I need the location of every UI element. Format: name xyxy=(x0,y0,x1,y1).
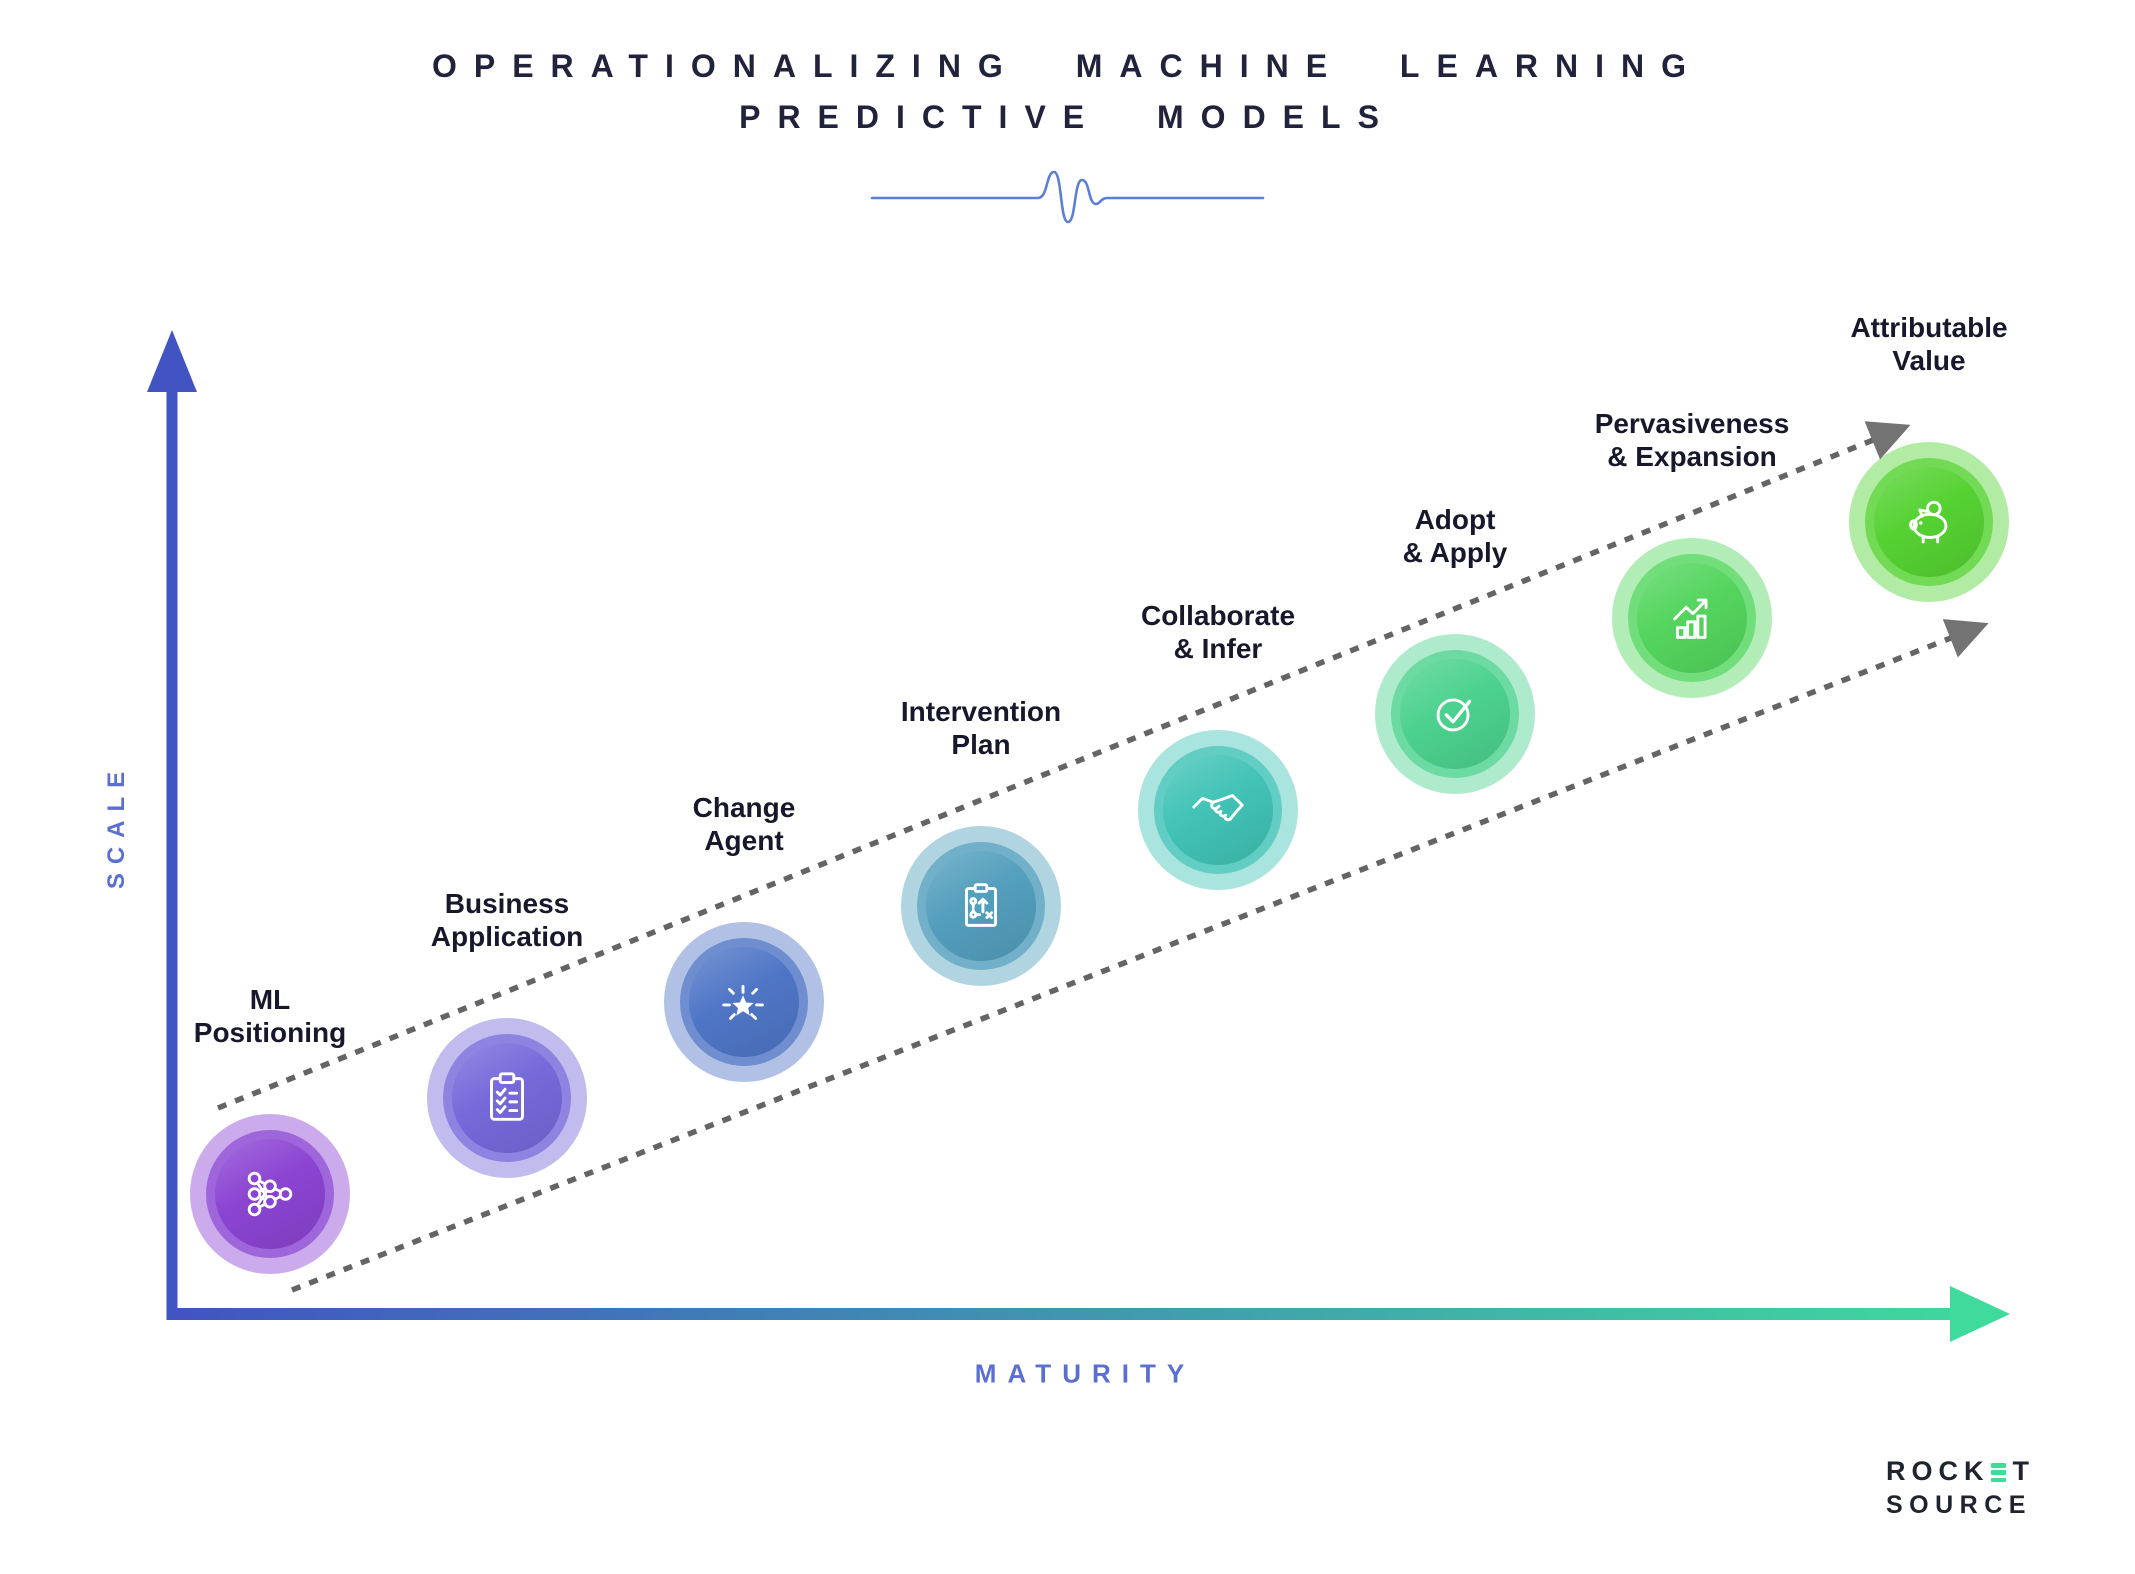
stage-label: Attributable Value xyxy=(1759,311,2099,377)
piggy-bank-icon xyxy=(1909,500,1948,544)
title-line-2: PREDICTIVE MODELS xyxy=(739,99,1396,135)
logo-accent-e-icon xyxy=(1990,1463,2006,1482)
stage-circle xyxy=(452,1043,562,1153)
stage-label-line-2: Application xyxy=(430,921,584,952)
star-burst-icon xyxy=(722,985,764,1020)
stage-label-line-1: Pervasiveness xyxy=(1594,408,1790,439)
stage-circle xyxy=(1874,467,1984,577)
stage-node xyxy=(1138,730,1298,890)
y-axis xyxy=(147,330,197,1320)
stage-label-line-2: & Infer xyxy=(1173,633,1263,664)
page-title: OPERATIONALIZING MACHINE LEARNING PREDIC… xyxy=(0,48,2135,136)
stage-label: Change Agent xyxy=(574,791,914,857)
stage-label-line-2: Plan xyxy=(951,729,1011,760)
upper-dotted-arrow xyxy=(216,421,1911,1111)
stage-label-line-2: & Expansion xyxy=(1607,441,1777,472)
handshake-icon xyxy=(1192,794,1244,822)
logo-text: T xyxy=(2012,1456,2035,1486)
stage-label-line-2: Positioning xyxy=(193,1017,347,1048)
stage-label: Intervention Plan xyxy=(811,695,1151,761)
logo-line-1: ROCK T xyxy=(1886,1456,2035,1487)
stage-label-line-1: ML xyxy=(249,984,291,1015)
strategy-plan-icon xyxy=(965,883,997,927)
growth-chart-icon xyxy=(1673,598,1708,639)
logo-text: ROCK xyxy=(1886,1456,1990,1486)
stage-node xyxy=(1849,442,2009,602)
stage-node xyxy=(664,922,824,1082)
stage-label: Pervasiveness & Expansion xyxy=(1522,407,1862,473)
clipboard-checklist-icon xyxy=(490,1072,524,1121)
stage-label-line-2: & Apply xyxy=(1402,537,1508,568)
neural-network-icon xyxy=(247,1171,293,1217)
stage-circle xyxy=(1400,659,1510,769)
stage-label-line-1: Change xyxy=(692,792,796,823)
stage-circle xyxy=(215,1139,325,1249)
stage-node xyxy=(1612,538,1772,698)
stage-label-line-1: Business xyxy=(444,888,570,919)
title-line-1: OPERATIONALIZING MACHINE LEARNING xyxy=(431,48,1704,84)
lower-dotted-arrow xyxy=(290,619,1989,1293)
check-circle-icon xyxy=(1436,698,1472,732)
logo-line-2: SOURCE xyxy=(1886,1491,2032,1519)
stage-node xyxy=(190,1114,350,1274)
stage-label-line-2: Value xyxy=(1892,345,1966,376)
x-axis-arrowhead xyxy=(1950,1286,2010,1342)
stage-node xyxy=(1375,634,1535,794)
x-axis xyxy=(166,1286,2010,1342)
stage-label-line-1: Intervention xyxy=(900,696,1062,727)
x-axis-label: MATURITY xyxy=(974,1358,1196,1389)
stage-label-line-1: Attributable xyxy=(1850,312,2008,343)
stage-node xyxy=(901,826,1061,986)
y-axis-arrowhead xyxy=(147,330,197,392)
stage-label: ML Positioning xyxy=(100,983,440,1049)
stage-circle xyxy=(1163,755,1273,865)
stage-circle xyxy=(926,851,1036,961)
stage-label-line-1: Collaborate xyxy=(1140,600,1296,631)
pulse-wave-icon xyxy=(870,170,1265,224)
stage-label-line-2: Agent xyxy=(704,825,784,856)
rocket-source-logo: ROCK T SOURCE xyxy=(1886,1456,2035,1520)
stage-label-line-1: Adopt xyxy=(1414,504,1496,535)
stage-node xyxy=(427,1018,587,1178)
stage-label: Business Application xyxy=(337,887,677,953)
y-axis-label: SCALE xyxy=(103,762,130,890)
stage-label: Collaborate & Infer xyxy=(1048,599,1388,665)
stage-label: Adopt & Apply xyxy=(1285,503,1625,569)
stage-circle xyxy=(1637,563,1747,673)
